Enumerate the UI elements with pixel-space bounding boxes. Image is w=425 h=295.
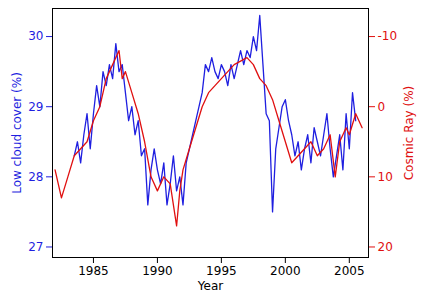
svg-text:Low cloud cover (%): Low cloud cover (%) — [10, 72, 24, 194]
svg-text:27: 27 — [28, 240, 43, 254]
svg-text:28: 28 — [28, 170, 43, 184]
svg-text:-10: -10 — [378, 29, 398, 43]
svg-text:0: 0 — [378, 100, 386, 114]
svg-text:1985: 1985 — [78, 264, 109, 278]
svg-text:2000: 2000 — [270, 264, 301, 278]
svg-text:20: 20 — [378, 240, 393, 254]
svg-text:Cosmic Ray (%): Cosmic Ray (%) — [402, 86, 416, 181]
svg-text:1995: 1995 — [206, 264, 237, 278]
svg-text:Year: Year — [197, 279, 223, 293]
svg-text:1990: 1990 — [142, 264, 173, 278]
svg-text:30: 30 — [28, 29, 43, 43]
svg-text:29: 29 — [28, 100, 43, 114]
svg-text:10: 10 — [378, 170, 393, 184]
svg-text:2005: 2005 — [334, 264, 365, 278]
